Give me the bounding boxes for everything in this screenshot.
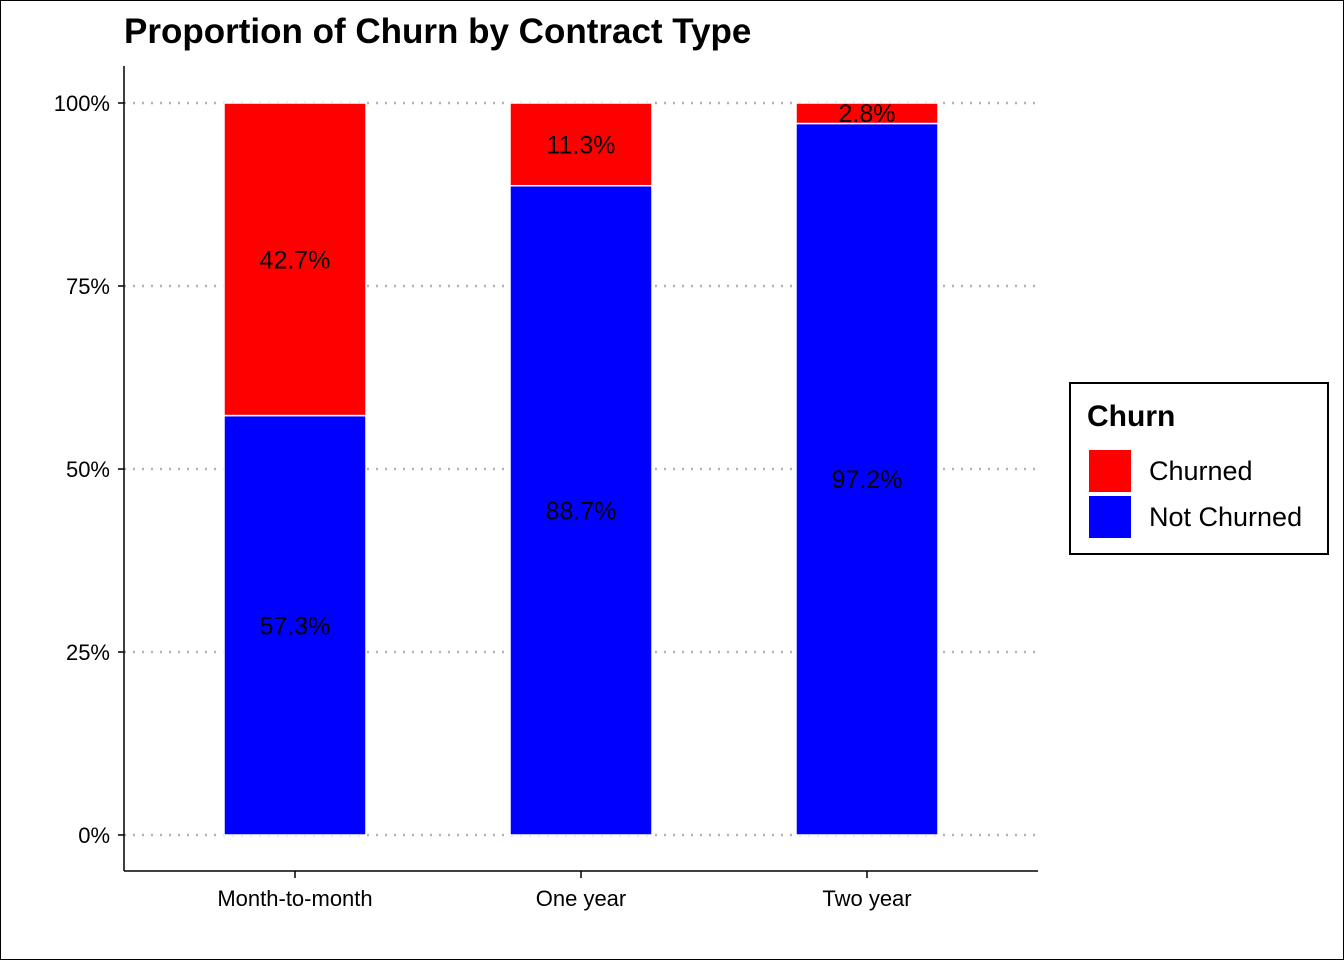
axes: 0% 25% 50% 75% 100% Month-to-month One year Two… bbox=[54, 66, 1038, 911]
chart-title: Proportion of Churn by Contract Type bbox=[124, 12, 752, 51]
data-label-not-churned: 88.7% bbox=[546, 497, 617, 525]
y-tick-label: 0% bbox=[78, 823, 110, 848]
legend-swatch-not-churned bbox=[1089, 496, 1131, 538]
bars bbox=[223, 102, 939, 836]
y-tick-label: 50% bbox=[66, 457, 110, 482]
legend-title: Churn bbox=[1087, 400, 1176, 433]
legend-item-churned: Churned bbox=[1089, 450, 1253, 492]
bar-churned bbox=[509, 102, 653, 187]
y-tick-label: 25% bbox=[66, 640, 110, 665]
x-tick-label: Month-to-month bbox=[217, 886, 372, 911]
data-label-not-churned: 97.2% bbox=[832, 466, 903, 494]
legend-label-churned: Churned bbox=[1149, 455, 1253, 486]
legend-swatch-churned bbox=[1089, 450, 1131, 492]
y-tick-label: 100% bbox=[54, 91, 110, 116]
data-label-churned: 11.3% bbox=[546, 131, 615, 159]
data-label-churned: 2.8% bbox=[839, 100, 896, 128]
legend: Churn Churned Not Churned bbox=[1069, 382, 1329, 555]
data-labels: 57.3% 42.7% 88.7% 11.3% 97.2% 2.8% bbox=[260, 100, 903, 640]
bar-churned bbox=[223, 102, 367, 417]
data-label-churned: 42.7% bbox=[260, 246, 331, 274]
legend-label-not-churned: Not Churned bbox=[1149, 501, 1303, 532]
bar-not-churned bbox=[509, 184, 653, 836]
bar-churned bbox=[795, 102, 939, 125]
y-tick-label: 75% bbox=[66, 274, 110, 299]
legend-item-not-churned: Not Churned bbox=[1089, 496, 1302, 538]
x-tick-label: Two year bbox=[822, 886, 911, 911]
data-label-not-churned: 57.3% bbox=[260, 612, 331, 640]
x-tick-label: One year bbox=[536, 886, 627, 911]
bar-not-churned bbox=[795, 122, 939, 836]
